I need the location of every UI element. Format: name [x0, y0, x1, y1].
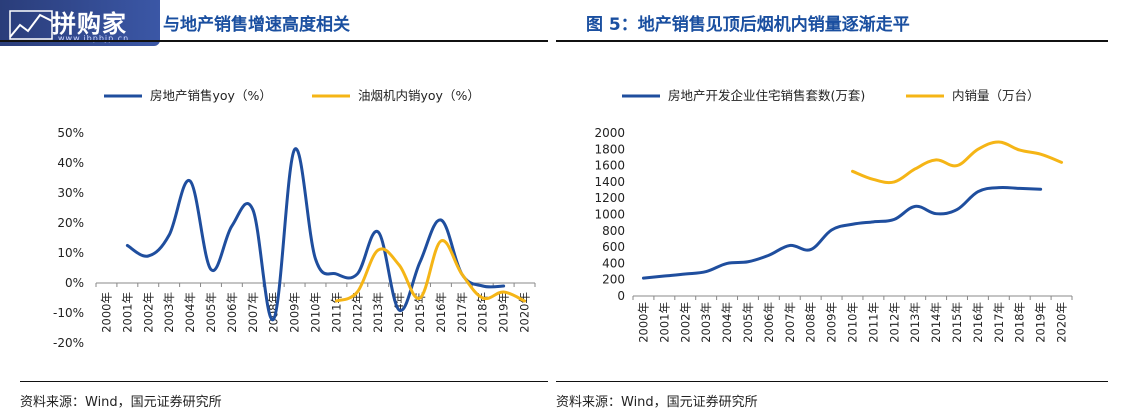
x-tick-label: 2009年	[825, 302, 839, 343]
legend-label-1: 房地产销售yoy（%）	[150, 88, 272, 103]
y-tick-label: 400	[602, 256, 625, 270]
y-tick-label: 1400	[594, 175, 625, 189]
y-tick-label: 800	[602, 224, 625, 238]
series-line-2	[851, 140, 1064, 185]
watermark-text: 拼购家	[52, 10, 127, 38]
y-tick-label: -20%	[53, 336, 84, 350]
y-tick-label: 1200	[594, 191, 625, 205]
x-tick-label: 2009年	[288, 292, 302, 333]
series-line-1	[641, 185, 1043, 280]
x-tick-label: 2003年	[162, 292, 176, 333]
left-chart-title: 与地产销售增速高度相关	[163, 15, 350, 35]
right-chart-title: 图 5：地产销售见顶后烟机内销量逐渐走平	[586, 15, 910, 35]
right-line-chart: 2000180016001400120010008006004002000200…	[594, 88, 1073, 343]
right-bottom-rule	[556, 381, 1108, 382]
x-tick-label: 2020年	[518, 292, 532, 333]
x-tick-label: 2013年	[371, 292, 385, 333]
x-tick-label: 2010年	[309, 292, 323, 333]
x-tick-label: 2017年	[455, 292, 469, 333]
x-tick-label: 2001年	[120, 292, 134, 333]
x-tick-label: 2019年	[497, 292, 511, 333]
series-line-1	[125, 147, 506, 321]
x-tick-label: 2004年	[720, 302, 734, 343]
x-tick-label: 2012年	[350, 292, 364, 333]
y-tick-label: 2000	[594, 126, 625, 140]
x-tick-label: 2003年	[699, 302, 713, 343]
x-tick-label: 2008年	[804, 302, 818, 343]
watermark-logo: 拼购家 www.ibpbjp.cn	[0, 0, 160, 46]
x-tick-label: 2006年	[762, 302, 776, 343]
y-tick-label: 40%	[57, 156, 84, 170]
series-line-2	[334, 239, 527, 303]
x-tick-label: 2004年	[183, 292, 197, 333]
legend-label-2: 油烟机内销yoy（%）	[358, 88, 480, 103]
x-tick-label: 2007年	[246, 292, 260, 333]
x-tick-label: 2014年	[929, 302, 943, 343]
y-tick-label: 10%	[57, 246, 84, 260]
left-top-rule	[0, 40, 548, 42]
house-chart-icon	[9, 10, 53, 40]
x-tick-label: 2005年	[204, 292, 218, 333]
left-bottom-rule	[20, 381, 548, 382]
x-tick-label: 2018年	[476, 292, 490, 333]
y-tick-label: 1000	[594, 208, 625, 222]
left-line-chart: 50% 40% 30% 20% 10% 0% -10% -20% 2000年 2001年 2002年…	[53, 88, 536, 350]
x-tick-label: 2011年	[329, 292, 343, 333]
legend-label-1: 房地产开发企业住宅销售套数(万套)	[668, 88, 865, 103]
y-tick-label: 600	[602, 240, 625, 254]
x-tick-label: 2018年	[1013, 302, 1027, 343]
x-tick-label: 2015年	[413, 292, 427, 333]
y-tick-label: 30%	[57, 186, 84, 200]
x-tick-label: 2015年	[950, 302, 964, 343]
x-tick-label: 2010年	[846, 302, 860, 343]
y-tick-label: 0%	[65, 276, 84, 290]
x-tick-label: 2002年	[678, 302, 692, 343]
left-source-note: 资料来源：Wind，国元证券研究所	[20, 395, 222, 410]
x-tick-label: 2016年	[971, 302, 985, 343]
right-top-rule	[556, 40, 1108, 42]
y-tick-label: 1600	[594, 159, 625, 173]
right-source-note: 资料来源：Wind，国元证券研究所	[556, 395, 758, 410]
x-tick-label: 2012年	[887, 302, 901, 343]
y-tick-label: 0	[617, 289, 625, 303]
y-tick-label: 1800	[594, 142, 625, 156]
x-tick-label: 2016年	[434, 292, 448, 333]
x-tick-label: 2000年	[636, 302, 650, 343]
x-tick-label: 2005年	[741, 302, 755, 343]
y-tick-label: -10%	[53, 306, 84, 320]
x-tick-label: 2001年	[657, 302, 671, 343]
x-tick-label: 2017年	[992, 302, 1006, 343]
watermark-url: www.ibpbjp.cn	[58, 34, 130, 43]
y-tick-label: 20%	[57, 216, 84, 230]
y-tick-label: 200	[602, 273, 625, 287]
x-tick-label: 2020年	[1055, 302, 1069, 343]
y-tick-label: 50%	[57, 126, 84, 140]
x-tick-label: 2013年	[908, 302, 922, 343]
x-tick-label: 2006年	[225, 292, 239, 333]
x-tick-label: 2011年	[866, 302, 880, 343]
legend-label-2: 内销量（万台）	[952, 88, 1040, 103]
x-tick-label: 2002年	[141, 292, 155, 333]
x-tick-label: 2019年	[1034, 302, 1048, 343]
x-tick-label: 2007年	[783, 302, 797, 343]
x-tick-label: 2000年	[99, 292, 113, 333]
